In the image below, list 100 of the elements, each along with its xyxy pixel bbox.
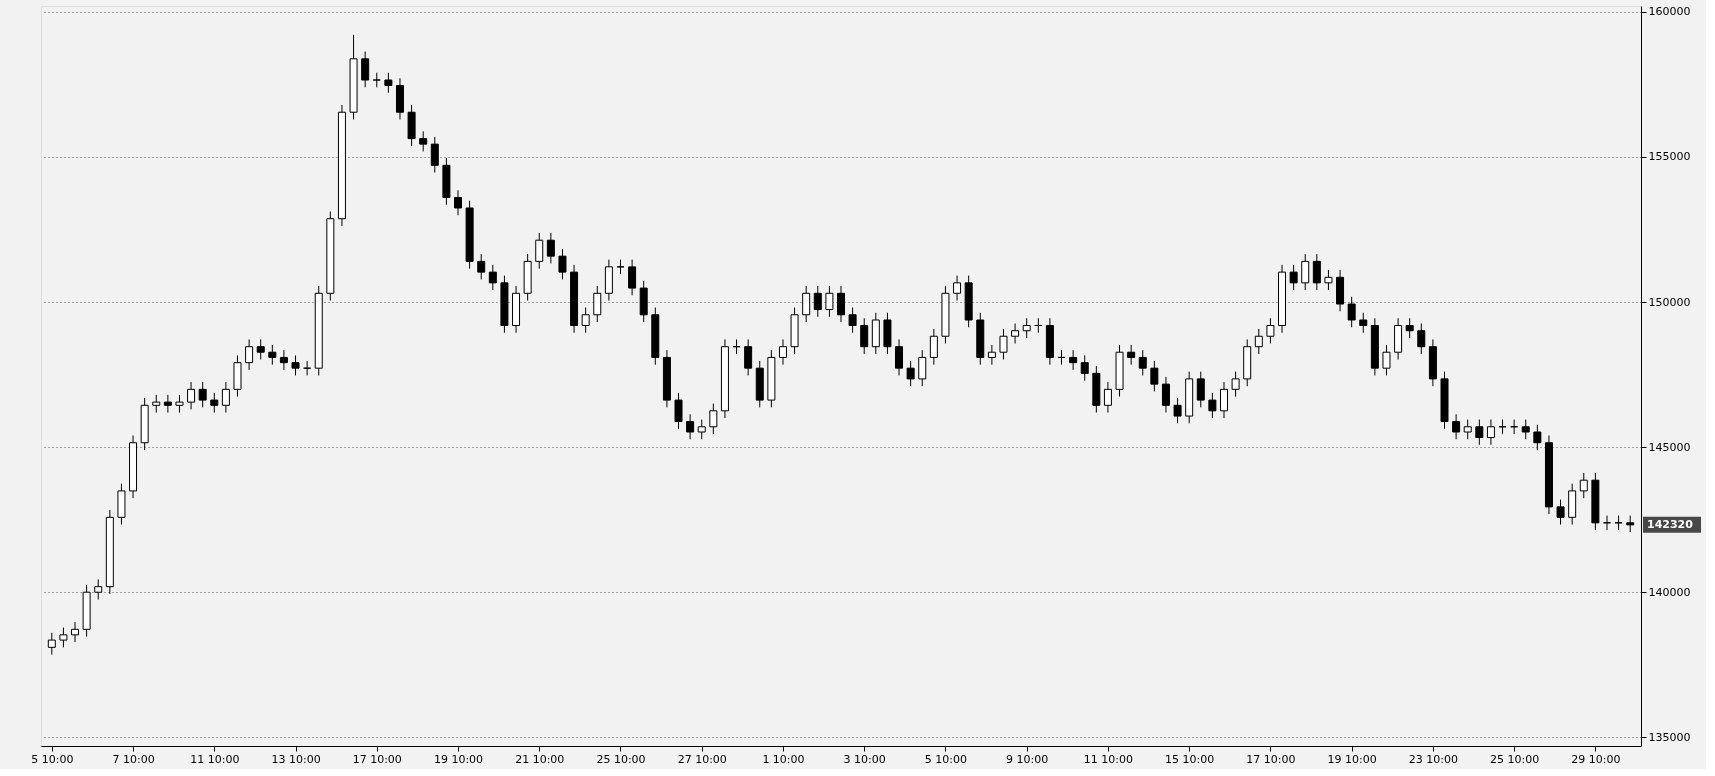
candlestick: [221, 381, 230, 414]
candlestick: [1417, 322, 1426, 355]
candlestick: [1022, 317, 1031, 339]
y-tick-label: 145000: [1648, 440, 1691, 454]
candlestick: [1289, 264, 1298, 291]
candlestick: [71, 621, 80, 643]
candlestick: [279, 349, 288, 371]
candlestick: [1011, 322, 1020, 344]
candlestick: [268, 344, 277, 366]
candlestick: [1324, 269, 1333, 291]
candlestick: [1475, 419, 1484, 446]
candlestick: [929, 328, 938, 366]
y-tick-label: 160000: [1648, 5, 1691, 19]
candlestick: [709, 403, 718, 435]
candlestick: [1521, 419, 1530, 440]
candlestick: [187, 381, 196, 410]
x-tick-label: 5 10:00: [31, 752, 74, 766]
candlestick: [488, 264, 497, 291]
candlestick: [198, 381, 207, 408]
candlestick: [825, 285, 834, 318]
candlestick: [245, 338, 254, 371]
x-tick-label: 29 10:00: [1571, 752, 1621, 766]
x-tick-label: 5 10:00: [924, 752, 968, 766]
candlestick: [454, 189, 463, 216]
x-tick-label: 19 10:00: [1327, 752, 1377, 766]
candlestick: [1312, 253, 1321, 291]
candlestick: [628, 259, 637, 296]
x-tick-label: 25 10:00: [596, 752, 646, 766]
x-tick-label: 11 10:00: [1083, 752, 1134, 766]
x-tick-label: 19 10:00: [433, 752, 484, 766]
candlestick: [581, 307, 590, 334]
x-tick-label: 15 10:00: [1165, 752, 1215, 766]
candlestick: [1219, 381, 1228, 419]
y-tick-label: 140000: [1648, 585, 1691, 599]
candlestick: [1173, 397, 1182, 424]
candlestick: [906, 360, 915, 387]
y-tick-label: 135000: [1648, 730, 1691, 744]
candlestick: [1579, 472, 1588, 499]
candlestick: [1231, 371, 1240, 398]
x-tick-label: 11 10:00: [190, 752, 240, 766]
candlestick: [546, 232, 555, 264]
candlestick: [1405, 317, 1414, 339]
candlestick: [686, 413, 695, 440]
y-tick-label: 150000: [1648, 295, 1691, 309]
candlestick: [1161, 376, 1170, 414]
candlestick: [1103, 381, 1112, 414]
candlestick: [291, 354, 300, 376]
x-tick-label: 7 10:00: [112, 752, 155, 766]
candlestick: [778, 338, 787, 366]
candlestick: [1301, 253, 1310, 291]
x-tick-label: 17 10:00: [352, 752, 402, 766]
candlestick: [848, 307, 857, 334]
candlestick: [477, 253, 486, 280]
candlestick: [1556, 499, 1565, 526]
candlestick: [593, 285, 602, 323]
candlestick: [1208, 392, 1217, 419]
x-tick-label: 25 10:00: [1490, 752, 1540, 766]
candlestick: [1266, 317, 1275, 344]
candlestick: [1359, 312, 1368, 334]
x-tick-label: 23 10:00: [1408, 752, 1458, 766]
candlestick: [430, 136, 439, 174]
candlestick: [1486, 419, 1495, 446]
candlestick: [1254, 328, 1263, 355]
x-tick-label: 1 10:00: [762, 752, 805, 766]
x-tick-label: 13 10:00: [271, 752, 321, 766]
candlestick: [674, 392, 683, 430]
x-tick-label: 27 10:00: [677, 752, 727, 766]
candlestick: [1382, 344, 1391, 376]
candlestick: [210, 392, 219, 414]
x-tick-label: 21 10:00: [515, 752, 565, 766]
candlestick: [1463, 419, 1472, 440]
x-tick-label: 3 10:00: [843, 752, 886, 766]
candlestick: [361, 51, 370, 88]
candlestick: [895, 338, 904, 376]
candlestick: [837, 285, 845, 323]
candlestick: [999, 328, 1008, 360]
candlestick: [163, 394, 172, 414]
candlestick: [59, 627, 68, 648]
x-tick-label: 17 10:00: [1246, 752, 1296, 766]
candlestick: [1069, 349, 1078, 371]
candlestick: [1138, 349, 1147, 376]
candlestick: [987, 344, 996, 366]
candlestick: [1452, 413, 1461, 440]
candlestick: [802, 285, 811, 323]
candlestick: [1150, 360, 1159, 392]
candlestick: [256, 338, 265, 360]
candlestick: [697, 419, 706, 440]
candlestick: [953, 275, 962, 302]
candlestick: [813, 285, 822, 318]
candlestick: [860, 317, 869, 355]
candlestick: [419, 130, 428, 152]
candlestick: [384, 72, 393, 94]
text: 142320: [1647, 517, 1694, 531]
candlestick: [47, 632, 56, 656]
candlestick: [1347, 296, 1356, 328]
candlestick: [1127, 344, 1136, 366]
candlestick: [1533, 424, 1542, 451]
candlestick: [744, 338, 753, 376]
candlestick: [558, 248, 567, 280]
y-tick-label: 155000: [1648, 150, 1691, 164]
